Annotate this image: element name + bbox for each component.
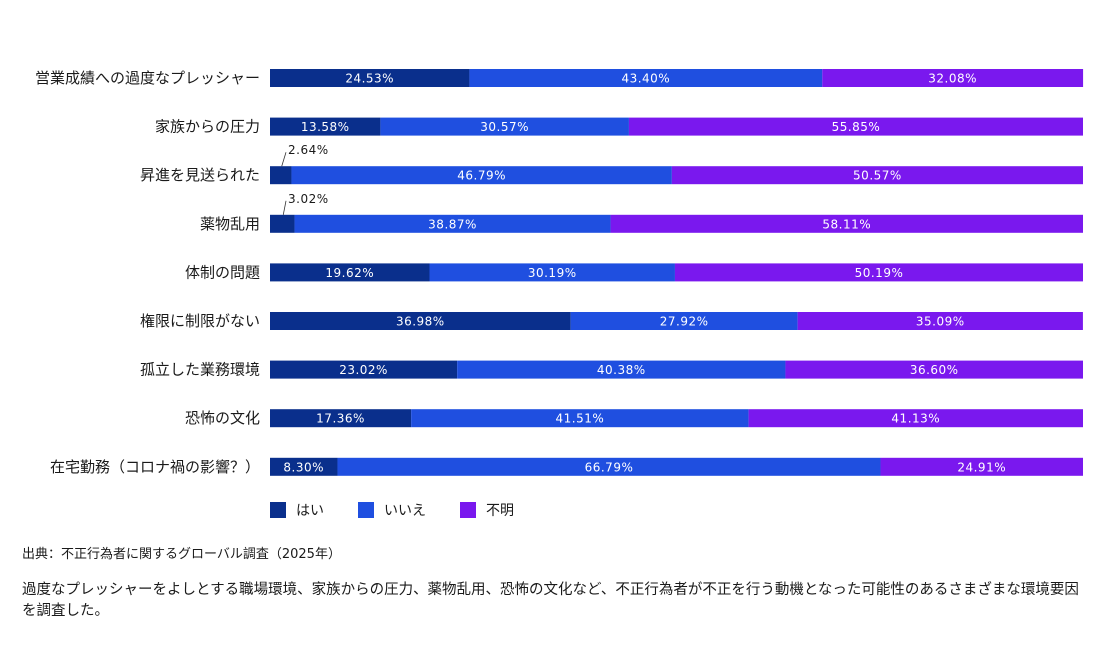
bar-segment: [270, 360, 458, 379]
data-label: 24.53%: [345, 72, 394, 86]
legend-item-no: いいえ: [358, 500, 426, 520]
callout-line: [282, 200, 287, 215]
bar-segment: [270, 312, 571, 330]
data-label: 36.98%: [396, 315, 445, 329]
bar-segment: [469, 69, 823, 87]
data-label: 8.30%: [283, 460, 324, 474]
data-label: 32.08%: [928, 72, 977, 86]
category-label: 昇進を見送られた: [140, 166, 260, 184]
stacked-bar-chart: 営業成績への過度なプレッシャー 24.53% 43.40% 32.08% 家族からの圧力…: [35, 69, 1084, 476]
category-label: 孤立した業務環境: [140, 361, 260, 379]
bar-segment: [270, 457, 338, 476]
data-label: 50.57%: [853, 169, 902, 183]
bar-segment: [457, 360, 786, 379]
bar-segment: [628, 117, 1083, 136]
category-label: 権限に制限がない: [140, 312, 260, 330]
data-label: 35.09%: [916, 315, 965, 329]
bar-segment: [748, 409, 1083, 428]
data-label: 58.11%: [822, 217, 871, 231]
data-label: 17.36%: [316, 412, 365, 426]
data-label: 3.02%: [288, 192, 329, 206]
bar-segment: [429, 263, 675, 282]
legend-label-unknown: 不明: [486, 503, 514, 519]
bar-segment: [270, 263, 430, 282]
category-label: 恐怖の文化: [185, 409, 260, 427]
bar-segment: [291, 166, 672, 185]
bar-segment: [785, 360, 1083, 379]
bar-segment: [822, 69, 1084, 87]
data-label: 50.19%: [855, 266, 904, 280]
data-label: 2.64%: [288, 143, 329, 157]
data-label: 23.02%: [339, 363, 388, 377]
bar-segment: [337, 457, 881, 476]
data-label: 43.40%: [621, 72, 670, 86]
legend-swatch-no: [358, 502, 374, 518]
data-label: 36.60%: [910, 363, 959, 377]
category-label: 営業成績への過度なプレッシャー: [35, 69, 260, 87]
bar-segment: [270, 214, 295, 233]
bar-segment: [380, 117, 629, 136]
data-label: 66.79%: [585, 460, 634, 474]
legend-swatch-yes: [270, 502, 286, 518]
bar-segment: [270, 117, 381, 136]
callout-line: [281, 152, 287, 167]
bar-segment: [411, 409, 749, 428]
data-label: 41.51%: [555, 412, 604, 426]
chart-legend: はい いいえ 不明: [270, 500, 514, 520]
bar-segment: [270, 69, 470, 87]
data-label: 40.38%: [597, 363, 646, 377]
bar-segment: [797, 312, 1083, 330]
category-label: 家族からの圧力: [155, 118, 260, 136]
data-label: 30.57%: [480, 120, 529, 134]
source-note: 出典：不正行為者に関するグローバル調査（2025年）: [22, 547, 341, 562]
legend-label-yes: はい: [296, 503, 324, 519]
data-label: 24.91%: [957, 460, 1006, 474]
data-label: 46.79%: [457, 169, 506, 183]
data-label: 41.13%: [891, 412, 940, 426]
bar-segment: [570, 312, 798, 330]
bar-segment: [671, 166, 1083, 185]
bar-segment: [294, 214, 611, 233]
data-label: 38.87%: [428, 217, 477, 231]
bar-segment: [270, 166, 292, 185]
data-label: 19.62%: [325, 266, 374, 280]
bar-segment: [674, 263, 1083, 282]
data-label: 27.92%: [660, 315, 709, 329]
bar-segment: [880, 457, 1083, 476]
category-label: 在宅勤務（コロナ禍の影響？）: [50, 458, 260, 476]
legend-item-yes: はい: [270, 500, 324, 520]
legend-label-no: いいえ: [384, 503, 426, 519]
data-label: 13.58%: [301, 120, 350, 134]
category-label: 体制の問題: [185, 263, 260, 281]
legend-swatch-unknown: [460, 502, 476, 518]
description-text: 過度なプレッシャーをよしとする職場環境、家族からの圧力、薬物乱用、恐怖の文化など…: [22, 582, 1079, 619]
data-label: 30.19%: [528, 266, 577, 280]
data-label: 55.85%: [832, 120, 881, 134]
bar-segment: [610, 214, 1083, 233]
category-label: 薬物乱用: [200, 215, 260, 233]
bar-segment: [270, 409, 412, 428]
legend-item-unknown: 不明: [460, 500, 514, 520]
